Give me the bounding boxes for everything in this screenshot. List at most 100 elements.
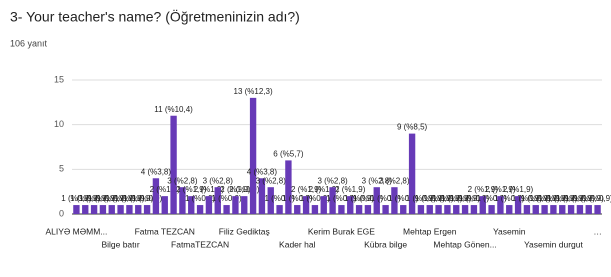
bar — [400, 205, 407, 214]
y-tick-label: 0 — [59, 208, 64, 218]
data-label: 1 (%0,9) — [388, 194, 419, 203]
bar — [249, 97, 257, 214]
bar — [364, 205, 372, 214]
data-label: 9 (%8,5) — [397, 123, 428, 132]
bar — [426, 205, 433, 214]
data-label: 2 (%1,9) — [220, 185, 251, 194]
data-label: 1 (%0,9) — [582, 194, 611, 203]
data-label: 2 (%1,9) — [468, 185, 499, 194]
data-label: 3 (%2,8) — [379, 176, 410, 185]
data-label: 1 (%0,9) — [97, 194, 128, 203]
x-tick-label: Kübra bilge — [364, 239, 407, 249]
x-tick-label: Yasemin durgut — [524, 239, 584, 249]
bar — [223, 205, 230, 214]
bar — [267, 187, 274, 214]
data-label: 1 (%0,9) — [432, 194, 463, 203]
x-tick-label: Fatma TEZCAN — [135, 226, 195, 236]
data-label: 1 (%0,9) — [132, 194, 163, 203]
bar — [567, 205, 575, 214]
data-label: 1 (%0,9) — [476, 194, 507, 203]
x-tick-label: FatmaTEZCAN — [171, 239, 229, 249]
data-label: 1 (%0,9) — [105, 194, 136, 203]
data-label: 3 (%2,8) — [317, 176, 348, 185]
y-tick-label: 5 — [59, 164, 64, 174]
bar — [408, 133, 416, 214]
bar — [276, 205, 283, 214]
data-label: 6 (%5,7) — [273, 150, 304, 159]
bar — [161, 196, 168, 214]
bar — [258, 178, 266, 214]
bar — [355, 205, 363, 214]
bar — [311, 205, 319, 214]
data-label: 1 (%0,9) — [494, 194, 525, 203]
response-count: 106 yanıt — [10, 38, 48, 48]
x-tick-label: Yasemin — [493, 226, 526, 236]
data-label: 1 (%0,9) — [326, 194, 357, 203]
bar — [417, 205, 425, 214]
data-label: 1 (%0,9) — [521, 194, 552, 203]
data-label: 1 (%0,9) — [88, 194, 119, 203]
bar — [559, 205, 566, 214]
bar — [435, 205, 442, 214]
data-label: 2 (%1,9) — [150, 185, 181, 194]
question-title: 3- Your teacher's name? (Öğretmeninizin … — [10, 8, 300, 25]
bar — [90, 205, 98, 214]
bar — [241, 196, 248, 214]
bar — [285, 160, 292, 214]
bar — [382, 205, 389, 214]
data-label: 3 (%2,8) — [256, 176, 287, 185]
data-label: 1 (%0,9) — [370, 194, 401, 203]
x-tick-label: Bilge batır — [101, 239, 139, 249]
bar — [532, 205, 539, 214]
bar — [373, 187, 380, 214]
data-label: 1 (%0,9) — [300, 194, 331, 203]
bar — [205, 196, 213, 214]
data-label: 1 (%0,9) — [264, 194, 295, 203]
bar — [541, 205, 548, 214]
data-label: 1 (%0,9) — [344, 194, 375, 203]
data-label: 2 (%1,9) — [291, 185, 322, 194]
bar — [170, 115, 177, 214]
data-label: 1 (%0,9) — [123, 194, 154, 203]
bar — [135, 205, 142, 214]
data-label: 3 (%2,8) — [362, 176, 393, 185]
data-label: 2 (%1,9) — [309, 185, 340, 194]
data-label: 13 (%12,3) — [234, 87, 273, 96]
x-tick-label: ALIYƏ MƏMM... — [45, 226, 107, 236]
data-label: 1 (%0,9) — [423, 194, 454, 203]
x-tick-label: … — [593, 226, 602, 236]
bar — [196, 205, 204, 214]
bar — [320, 196, 327, 214]
bar — [294, 205, 301, 214]
bar — [444, 205, 451, 214]
bar — [329, 187, 336, 214]
bar — [550, 205, 557, 214]
data-label: 1 (%0,9) — [211, 194, 242, 203]
data-label: 1 (%0,9) — [512, 194, 543, 203]
data-label: 2 (%1,9) — [503, 185, 534, 194]
y-tick-label: 15 — [54, 74, 64, 84]
data-label: 1 (%0,9) — [353, 194, 384, 203]
data-label: 2 (%1,9) — [229, 185, 260, 194]
data-label: 1 (%0,9) — [459, 194, 490, 203]
data-label: 1 (%0,9) — [61, 194, 92, 203]
bar — [143, 205, 151, 214]
x-tick-label: Kader hal — [279, 239, 315, 249]
bar — [117, 205, 124, 214]
bar — [585, 205, 592, 214]
bar — [514, 196, 522, 214]
data-label: 1 (%0,9) — [538, 194, 569, 203]
bar — [391, 187, 398, 214]
data-label: 3 (%2,8) — [167, 176, 198, 185]
data-label: 1 (%0,9) — [185, 194, 216, 203]
bar — [188, 196, 195, 214]
data-label: 1 (%0,9) — [441, 194, 472, 203]
data-label: 1 (%0,9) — [556, 194, 587, 203]
bar — [99, 205, 107, 214]
data-label: 1 (%0,9) — [450, 194, 481, 203]
data-label: 2 (%1,9) — [176, 185, 207, 194]
bar — [470, 205, 478, 214]
data-label: 1 (%0,9) — [415, 194, 446, 203]
bar — [523, 205, 531, 214]
